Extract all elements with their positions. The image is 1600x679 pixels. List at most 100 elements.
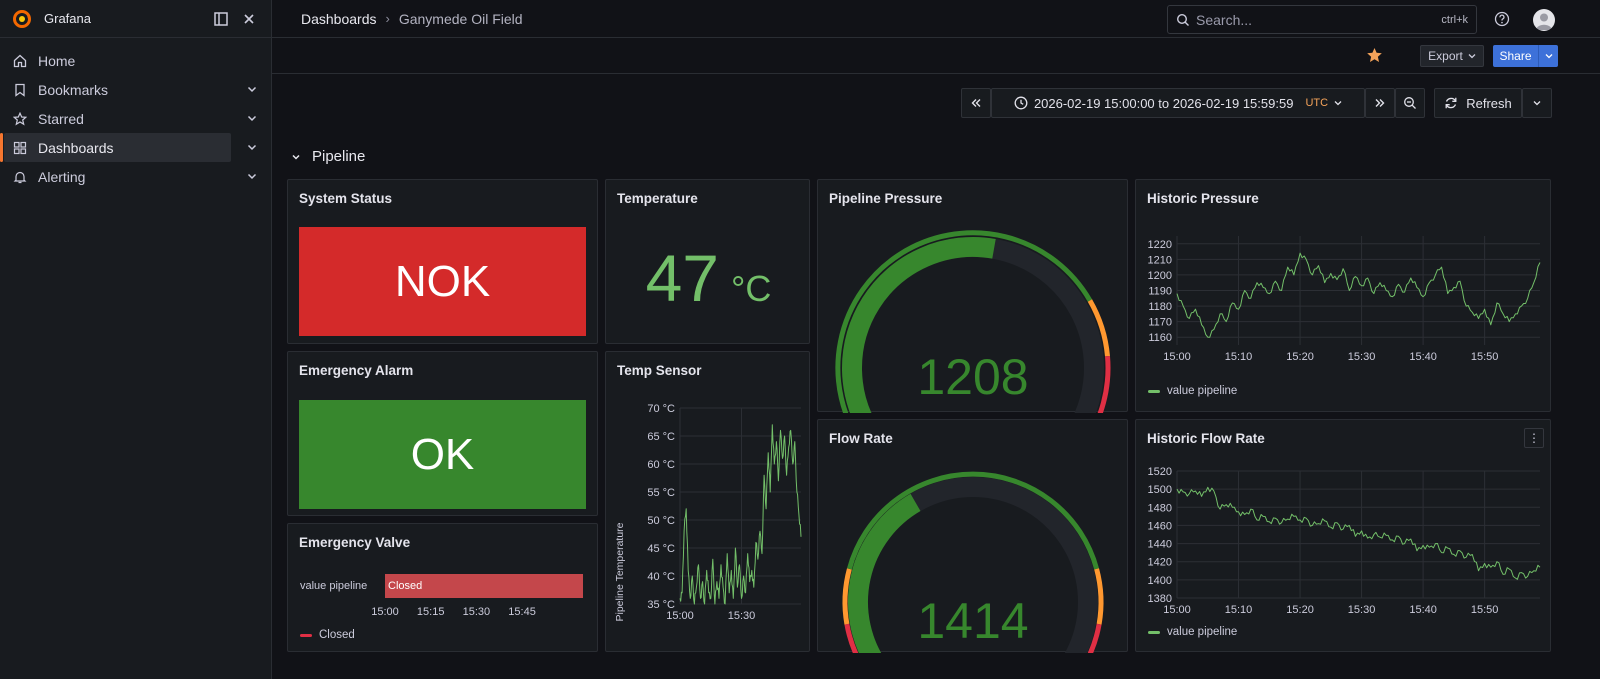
x-tick-label: 15:00 [1163, 604, 1191, 616]
panel-title: Temperature [617, 191, 698, 206]
y-tick-label: 50 °C [647, 515, 675, 527]
zoom-out-button[interactable] [1395, 88, 1425, 118]
chevron-down-icon[interactable] [245, 140, 259, 154]
sidebar-item-home[interactable]: Home [4, 46, 231, 75]
gauge-threshold-band [835, 230, 1093, 413]
time-range-picker[interactable]: 2026-02-19 15:00:00 to 2026-02-19 15:59:… [991, 88, 1365, 118]
chevrons-right-icon [1375, 99, 1385, 107]
chevron-down-icon [1334, 101, 1342, 106]
panel-temperature[interactable]: Temperature 47 °C [605, 179, 810, 344]
series-line [1176, 252, 1541, 338]
export-button[interactable]: Export [1420, 45, 1484, 67]
breadcrumb-dashboards[interactable]: Dashboards [301, 10, 377, 27]
refresh-label: Refresh [1466, 95, 1512, 111]
y-tick-label: 1460 [1148, 520, 1172, 532]
y-tick-label: 1440 [1148, 539, 1172, 551]
gauge-threshold-band [1094, 568, 1104, 625]
state-bar-label: Closed [388, 580, 423, 592]
gauge-threshold-band [1097, 355, 1111, 413]
sidebar-item-alerting[interactable]: Alerting [4, 162, 257, 191]
panel-emergency-valve[interactable]: Emergency Valve value pipeline Closed 15… [287, 523, 598, 652]
alarm-value: OK [410, 429, 475, 479]
y-tick-label: 1210 [1148, 254, 1172, 266]
series-line [679, 424, 802, 605]
panel-emergency-alarm[interactable]: Emergency Alarm OK [287, 351, 598, 516]
panel-menu-button[interactable]: ⋮ [1524, 428, 1544, 448]
panel-temp-sensor[interactable]: Temp Sensor Pipeline Temperature 35 °C 40… [605, 351, 810, 652]
panel-flow-rate[interactable]: Flow Rate 1414 [817, 419, 1128, 653]
panel-pipeline-pressure[interactable]: Pipeline Pressure 1208 [817, 179, 1128, 413]
search-shortcut: ctrl+k [1441, 13, 1468, 26]
refresh-button[interactable]: Refresh [1434, 88, 1522, 118]
share-button[interactable]: Share [1493, 45, 1558, 67]
sidebar-item-dashboards[interactable]: Dashboards [0, 133, 257, 162]
historic-pressure-chart: 1160 1170 1180 1190 1200 1210 1220 15:00 15:10 15… [1148, 236, 1541, 363]
share-dropdown-button[interactable] [1538, 45, 1558, 67]
panel-historic-pressure[interactable]: Historic Pressure 1160 1170 1180 1190 1200 12… [1135, 179, 1551, 412]
dock-menu-icon[interactable] [211, 9, 231, 29]
y-tick-label: 1200 [1148, 270, 1172, 282]
x-tick-label: 15:30 [1348, 351, 1376, 363]
panel-title: Emergency Valve [299, 535, 411, 550]
sidebar-item-label: Alerting [38, 168, 86, 185]
dashboards-icon [12, 140, 28, 156]
sidebar-item-starred[interactable]: Starred [4, 104, 257, 133]
gauge-value-arc [842, 237, 996, 413]
search-input[interactable]: Search... ctrl+k [1167, 5, 1477, 34]
close-menu-icon[interactable] [239, 9, 259, 29]
y-tick-label: 60 °C [647, 459, 675, 471]
refresh-icon [1445, 97, 1457, 109]
panel-system-status[interactable]: System Status NOK [287, 179, 598, 344]
chevrons-left-icon [971, 99, 981, 107]
help-icon[interactable] [1494, 11, 1510, 27]
panel-title: Temp Sensor [617, 363, 702, 378]
pressure-gauge: 1208 [835, 230, 1111, 413]
chevron-down-icon[interactable] [245, 169, 259, 183]
chevron-down-icon [1545, 54, 1552, 59]
time-range-forward-button[interactable] [1365, 88, 1395, 118]
time-range-back-button[interactable] [961, 88, 991, 118]
legend[interactable]: Closed [300, 629, 355, 641]
row-pipeline-header[interactable]: Pipeline [290, 148, 365, 165]
chevron-down-icon[interactable] [245, 111, 259, 125]
temperature-value: 47 [645, 241, 719, 315]
search-icon [1176, 13, 1189, 26]
flow-gauge: 1414 [842, 471, 1104, 653]
x-tick-label: 15:10 [1225, 351, 1253, 363]
star-filled-icon[interactable] [1366, 47, 1383, 64]
x-tick-label: 15:10 [1225, 604, 1253, 616]
state-bar[interactable]: Closed [385, 574, 583, 598]
x-tick-label: 15:00 [666, 610, 694, 622]
search-placeholder: Search... [1196, 11, 1253, 28]
status-value: NOK [394, 256, 491, 306]
sidebar-item-label: Starred [38, 110, 84, 127]
time-range-label: 2026-02-19 15:00:00 to 2026-02-19 15:59:… [1033, 95, 1294, 111]
y-tick-label: 55 °C [647, 487, 675, 499]
refresh-interval-dropdown[interactable] [1522, 88, 1552, 118]
gauge-threshold-band [1087, 623, 1102, 653]
gauge-threshold-band [1087, 299, 1110, 357]
legend-swatch [1148, 389, 1160, 393]
panel-title: Historic Flow Rate [1147, 431, 1265, 446]
y-tick-label: 1480 [1148, 502, 1172, 514]
bookmark-icon [12, 82, 28, 98]
legend[interactable]: value pipeline [1148, 626, 1237, 638]
panel-title: Emergency Alarm [299, 363, 414, 378]
sidebar-header: Grafana [0, 0, 271, 38]
app-title: Grafana [44, 11, 91, 26]
y-tick-label: 1170 [1148, 317, 1172, 329]
y-tick-label: 45 °C [647, 543, 675, 555]
temperature-unit: °C [731, 268, 772, 309]
alarm-value-box: OK [299, 400, 586, 509]
chevron-down-icon [292, 154, 300, 160]
sidebar-item-bookmarks[interactable]: Bookmarks [4, 75, 257, 104]
grafana-logo-icon[interactable] [12, 9, 32, 29]
chevron-down-icon[interactable] [245, 82, 259, 96]
user-avatar[interactable] [1533, 9, 1555, 31]
legend[interactable]: value pipeline [1148, 385, 1237, 397]
y-tick-label: 1400 [1148, 575, 1172, 587]
timezone-label: UTC [1305, 97, 1329, 109]
row-title: Pipeline [312, 148, 366, 165]
panel-historic-flow-rate[interactable]: Historic Flow Rate ⋮ 1380 1400 1420 1440 146… [1135, 419, 1551, 652]
